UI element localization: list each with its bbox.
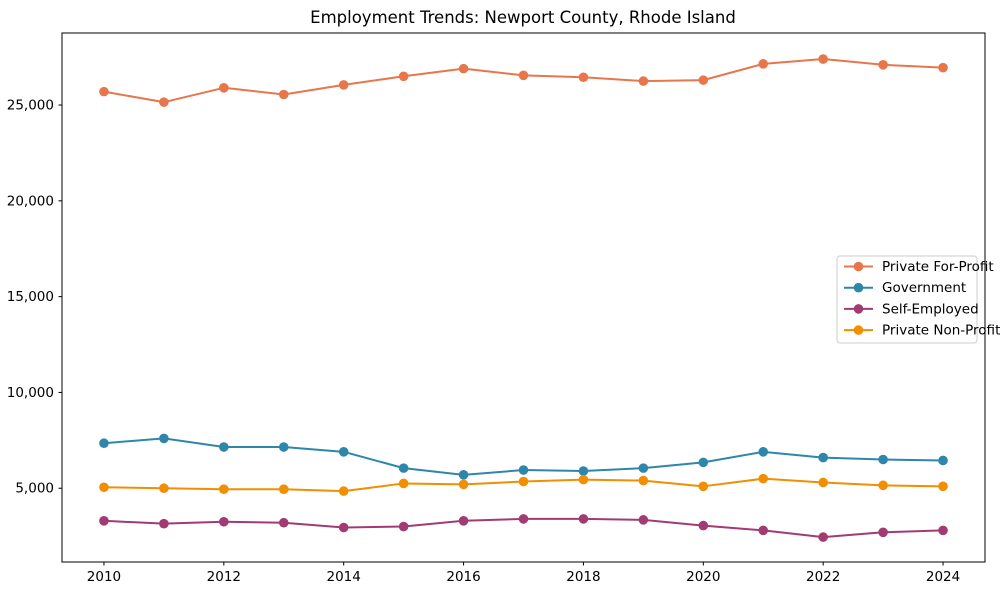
data-point-private-non-profit-2017	[518, 476, 529, 487]
data-point-government-2014	[338, 447, 349, 457]
legend-item-private-for-profit: Private For-Profit	[844, 259, 994, 275]
data-point-private-for-profit-2023	[878, 60, 888, 70]
data-point-government-2013	[278, 442, 289, 452]
data-point-private-for-profit-2020	[698, 75, 709, 85]
data-point-government-2022	[818, 452, 828, 463]
data-point-self-employed-2016	[458, 516, 469, 526]
data-point-government-2010	[99, 438, 109, 449]
data-point-self-employed-2018	[578, 514, 589, 524]
data-point-government-2012	[219, 442, 229, 452]
legend-item-private-non-profit: Private Non-Profit	[844, 323, 1000, 339]
x-tick-label: 2018	[566, 569, 600, 585]
data-point-government-2019	[638, 463, 649, 473]
data-point-self-employed-2014	[338, 522, 349, 533]
data-point-self-employed-2021	[758, 525, 769, 536]
legend-item-self-employed: Self-Employed	[844, 301, 979, 317]
data-point-private-non-profit-2023	[878, 480, 888, 491]
x-tick-label: 2016	[446, 569, 480, 585]
legend-label: Self-Employed	[882, 301, 979, 317]
y-tick-label: 10,000	[7, 385, 54, 401]
legend: Private For-Profit Government Self-Employe…	[836, 255, 1000, 344]
series-group	[99, 54, 948, 542]
series-private-for-profit	[99, 54, 948, 107]
data-point-private-for-profit-2011	[159, 97, 169, 107]
data-point-self-employed-2011	[159, 518, 169, 529]
data-point-government-2020	[698, 457, 709, 468]
x-tick-label: 2010	[87, 569, 121, 585]
series-self-employed	[99, 514, 948, 542]
data-point-government-2024	[938, 455, 948, 466]
legend-marker	[853, 325, 864, 335]
x-axis: 2010 2012 2014 2016 2018 2020 2022 2024	[87, 562, 960, 585]
plot-border	[61, 32, 986, 563]
data-point-private-for-profit-2018	[578, 72, 589, 83]
legend-label: Government	[882, 280, 966, 296]
data-point-private-non-profit-2022	[818, 477, 828, 488]
data-point-private-for-profit-2016	[458, 63, 469, 74]
series-government	[99, 433, 948, 480]
data-point-self-employed-2015	[398, 521, 409, 532]
data-point-private-non-profit-2014	[338, 486, 349, 496]
data-point-private-non-profit-2016	[458, 479, 469, 490]
data-point-private-for-profit-2013	[278, 89, 289, 100]
legend-label: Private Non-Profit	[882, 323, 1000, 339]
legend-marker	[853, 261, 864, 272]
data-point-government-2018	[578, 466, 589, 476]
data-point-private-non-profit-2012	[219, 484, 229, 494]
data-point-government-2017	[518, 465, 529, 475]
legend-item-government: Government	[844, 280, 966, 296]
data-point-private-non-profit-2011	[159, 483, 169, 494]
data-point-self-employed-2013	[278, 517, 289, 528]
x-tick-label: 2014	[327, 569, 361, 585]
data-point-private-non-profit-2018	[578, 474, 589, 485]
chart-title: Employment Trends: Newport County, Rhode…	[310, 8, 736, 27]
data-point-private-for-profit-2012	[219, 82, 229, 93]
x-tick-label: 2022	[806, 569, 840, 585]
x-tick-label: 2012	[207, 569, 241, 585]
legend-marker	[853, 282, 864, 293]
data-point-self-employed-2023	[878, 527, 888, 538]
legend-label: Private For-Profit	[882, 259, 994, 275]
y-tick-label: 5,000	[15, 481, 54, 497]
data-point-private-for-profit-2021	[758, 59, 769, 69]
data-point-self-employed-2010	[99, 516, 109, 526]
data-point-self-employed-2020	[698, 520, 709, 531]
x-tick-label: 2024	[926, 569, 960, 585]
data-point-private-non-profit-2015	[398, 478, 409, 489]
y-axis: 5,000 10,000 15,000 20,000 25,000	[7, 98, 62, 497]
data-point-government-2015	[398, 463, 409, 473]
data-point-government-2021	[758, 447, 769, 457]
data-point-government-2016	[458, 470, 469, 480]
data-point-self-employed-2012	[219, 516, 229, 527]
legend-box	[836, 255, 978, 344]
legend-marker	[853, 304, 864, 314]
data-point-private-non-profit-2019	[638, 475, 649, 486]
data-point-private-for-profit-2022	[818, 54, 828, 64]
data-point-government-2011	[159, 433, 169, 444]
y-tick-label: 20,000	[7, 193, 54, 209]
data-point-self-employed-2017	[518, 514, 529, 524]
data-point-private-non-profit-2021	[758, 473, 769, 484]
y-tick-label: 15,000	[7, 289, 54, 305]
data-point-private-for-profit-2010	[99, 86, 109, 97]
data-point-private-for-profit-2014	[338, 80, 349, 90]
data-point-self-employed-2024	[938, 525, 948, 536]
y-tick-label: 25,000	[7, 98, 54, 114]
x-tick-label: 2020	[686, 569, 720, 585]
data-point-private-non-profit-2024	[938, 481, 948, 492]
data-point-government-2023	[878, 454, 888, 465]
data-point-private-non-profit-2013	[278, 484, 289, 494]
data-point-self-employed-2022	[818, 532, 828, 542]
data-point-private-non-profit-2010	[99, 482, 109, 493]
data-point-private-for-profit-2019	[638, 76, 649, 86]
data-point-private-non-profit-2020	[698, 481, 709, 492]
data-point-private-for-profit-2024	[938, 62, 948, 73]
series-private-non-profit	[99, 473, 948, 496]
data-point-private-for-profit-2015	[398, 71, 409, 82]
data-point-private-for-profit-2017	[518, 70, 529, 81]
data-point-self-employed-2019	[638, 515, 649, 525]
series-line-private-for-profit	[103, 58, 944, 104]
